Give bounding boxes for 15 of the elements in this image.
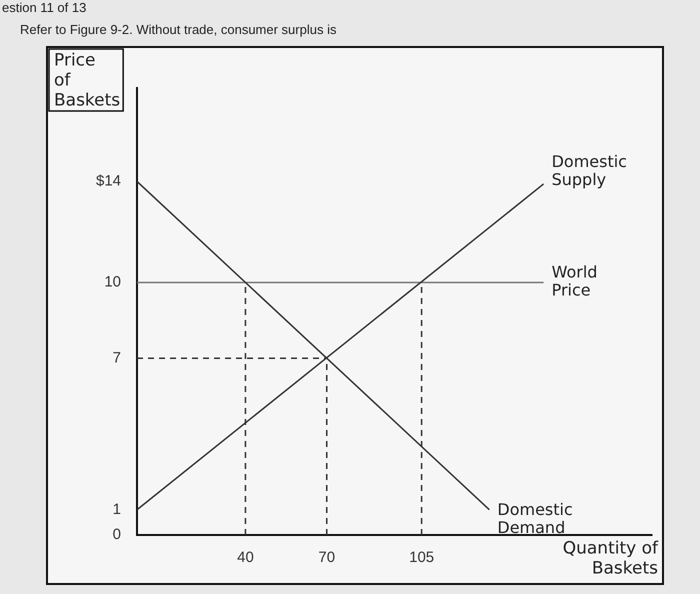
chart-title: estion 11 of 13: [2, 0, 86, 15]
series-label: Domestic Supply: [552, 152, 627, 190]
x-tick-label: 105: [409, 549, 434, 566]
y-tick-label: 7: [112, 349, 122, 366]
chart-subtitle: Refer to Figure 9-2. Without trade, consumer surplus is: [20, 22, 336, 37]
series-label: Domestic Demand: [497, 500, 573, 537]
y-tick-label: 1: [112, 500, 122, 518]
series-label: World Price: [552, 262, 598, 300]
y-axis-title: Price of Baskets: [54, 50, 120, 110]
x-axis-title: Quantity of Baskets: [562, 538, 659, 578]
x-tick-label: 70: [318, 549, 336, 566]
y-tick-label: 0: [112, 526, 122, 544]
x-tick-label: 40: [237, 549, 254, 566]
y-tick-label: $14: [96, 172, 122, 190]
y-tick-label: 10: [104, 274, 122, 291]
